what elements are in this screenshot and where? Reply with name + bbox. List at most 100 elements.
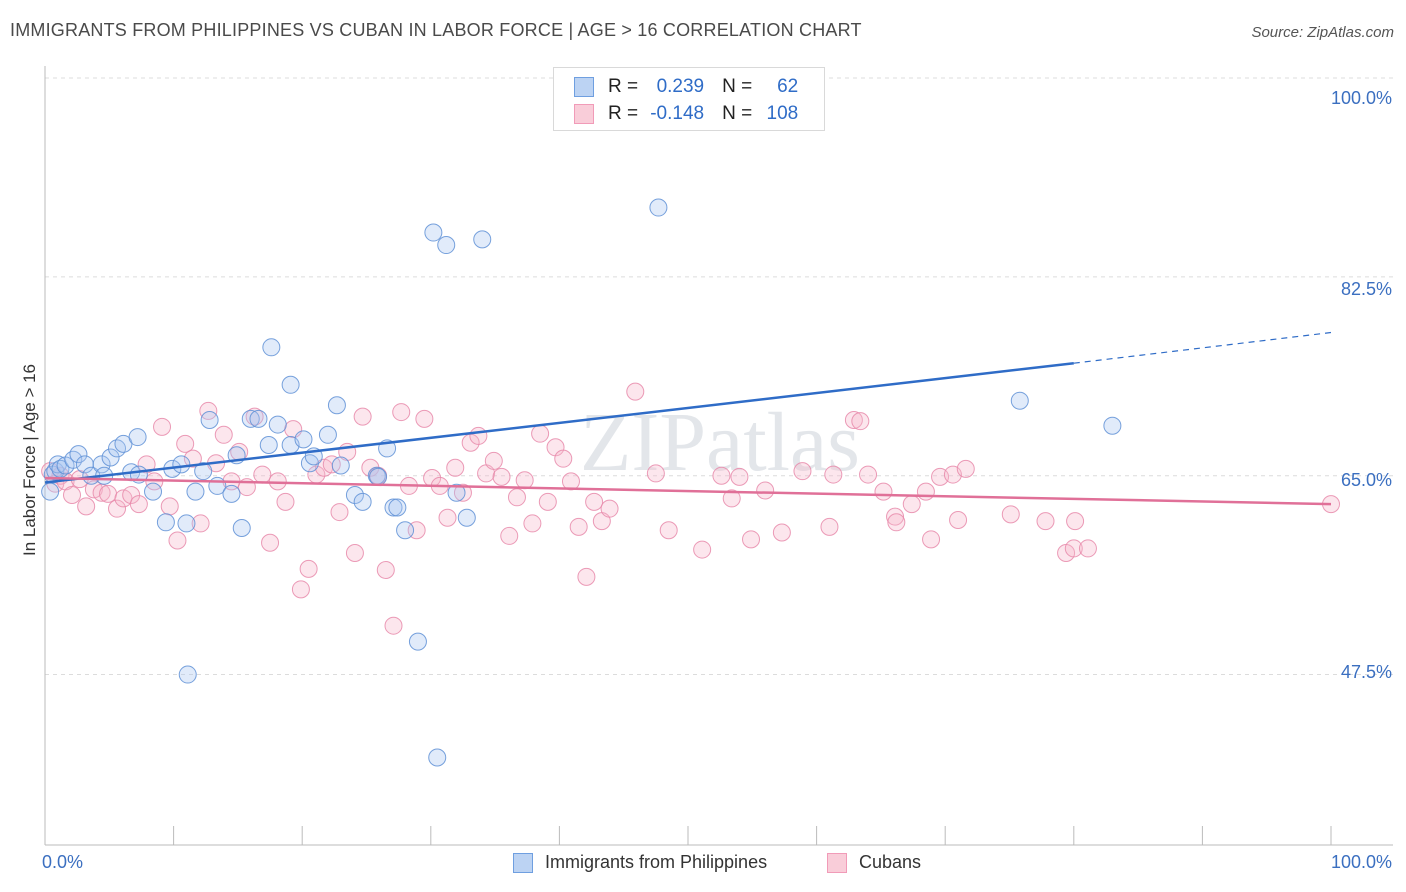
cubans-point [492, 467, 511, 486]
cubans-point [722, 489, 741, 508]
philippines-point [177, 514, 196, 533]
cubans-point [569, 517, 588, 536]
x-tick-label-min: 0.0% [42, 852, 84, 872]
cubans-point [168, 531, 187, 550]
cubans-point [299, 559, 318, 578]
cubans-point [199, 401, 218, 420]
stats-row-philippines: R = 0.239 N = 62 [574, 75, 798, 99]
philippines-point [437, 236, 456, 255]
stats-legend: R = 0.239 N = 62 R = -0.148 N = 108 [553, 67, 825, 131]
grid-lines [45, 77, 1393, 676]
cubans-swatch [574, 104, 594, 124]
philippines-point [327, 396, 346, 415]
philippines-point [353, 492, 372, 511]
cubans-point [916, 482, 935, 501]
philippines-point [396, 521, 415, 540]
philippines-point [178, 665, 197, 684]
philippines-point [384, 498, 403, 517]
philippines-point [200, 411, 219, 430]
r-label: R = [608, 76, 639, 97]
cubans-point [851, 412, 870, 431]
trend-lines [44, 331, 1332, 506]
cubans-point [160, 497, 179, 516]
cubans-point [129, 495, 148, 514]
cubans-point [585, 492, 604, 511]
cubans-point [291, 580, 310, 599]
y-axis-label: In Labor Force | Age > 16 [20, 363, 39, 557]
philippines-point [172, 455, 191, 474]
philippines-point [241, 409, 260, 428]
cubans-point [824, 465, 843, 484]
r-label: R = [608, 103, 639, 124]
cubans-swatch [827, 852, 847, 873]
legend-label: Immigrants from Philippines [545, 852, 768, 872]
cubans-point [99, 484, 118, 503]
cubans-point [453, 483, 472, 502]
n-label: N = [722, 103, 753, 124]
r-value: -0.148 [650, 103, 705, 124]
philippines-point [268, 415, 287, 434]
cubans-point [554, 449, 573, 468]
cubans-point [886, 507, 905, 526]
y-tick-label-100: 100.0% [1330, 88, 1392, 108]
axes [44, 66, 1393, 846]
philippines-point [345, 486, 364, 505]
watermark: ZIPatlas [580, 396, 860, 489]
philippines-point [108, 439, 127, 458]
philippines-point [41, 482, 60, 501]
cubans-point [183, 449, 202, 468]
philippines-point [408, 632, 427, 651]
cubans-point [922, 530, 941, 549]
philippines-point [194, 462, 213, 481]
cubans-point [772, 523, 791, 542]
cubans-point [122, 486, 141, 505]
legend-item-philippines: Immigrants from Philippines [513, 852, 767, 873]
philippines-point [232, 518, 251, 537]
cubans-point [730, 467, 749, 486]
cubans-point [523, 514, 542, 533]
philippines-point [128, 428, 147, 447]
philippines-point [64, 450, 83, 469]
cubans-point [469, 426, 488, 445]
cubans-point [874, 482, 893, 501]
cubans-point [531, 424, 550, 443]
philippines-point [424, 223, 443, 242]
cubans-point [276, 492, 295, 511]
cubans-point [626, 382, 645, 401]
cubans-point [1066, 512, 1085, 531]
cubans-point [1064, 539, 1083, 558]
philippines-point [262, 338, 281, 357]
cubans-point [322, 455, 341, 474]
cubans-point [902, 495, 921, 514]
cubans-point [191, 514, 210, 533]
legend-label: Cubans [859, 852, 922, 872]
cubans-point [446, 458, 465, 477]
x-tick-label-max: 100.0% [1330, 852, 1392, 872]
cubans-point [353, 407, 372, 426]
stats-row-cubans: R = -0.148 N = 108 [574, 102, 798, 126]
cubans-point [793, 462, 812, 481]
cubans-point [1078, 539, 1097, 558]
y-tick-label-65: 65.0% [1340, 470, 1392, 490]
cubans-point [646, 464, 665, 483]
philippines-point [259, 436, 278, 455]
cubans-point [756, 481, 775, 500]
cubans-point [153, 417, 172, 436]
cubans-point [820, 517, 839, 536]
n-value: 108 [766, 103, 799, 124]
philippines-point [156, 513, 175, 532]
philippines-point [186, 482, 205, 501]
cubans-point [77, 497, 96, 516]
cubans-point [214, 425, 233, 444]
cubans-point [859, 465, 878, 484]
cubans-point [1001, 505, 1020, 524]
cubans-point [600, 499, 619, 518]
philippines-point [428, 748, 447, 767]
cubans-point [330, 503, 349, 522]
n-label: N = [722, 76, 753, 97]
cubans-point [659, 521, 678, 540]
philippines-trend-extension [1073, 331, 1332, 364]
n-value: 62 [777, 76, 799, 97]
cubans-point [484, 451, 503, 470]
cubans-point [345, 543, 364, 562]
